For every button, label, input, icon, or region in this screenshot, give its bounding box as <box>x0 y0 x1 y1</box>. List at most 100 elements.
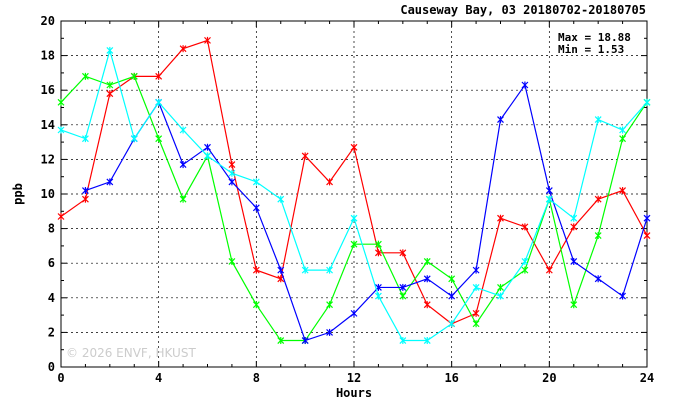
data-point <box>545 187 553 195</box>
data-point <box>448 292 456 300</box>
data-point <box>594 275 602 283</box>
data-point <box>179 195 187 203</box>
data-point <box>228 257 236 265</box>
series-3 <box>57 46 651 345</box>
data-point <box>204 152 211 160</box>
data-point <box>374 240 382 248</box>
data-point <box>423 275 431 283</box>
y-tick-label: 8 <box>48 222 55 236</box>
chart-title: Causeway Bay, 03 20180702-20180705 <box>400 3 646 17</box>
series-group <box>57 36 651 345</box>
data-point <box>277 195 285 203</box>
data-point <box>521 257 529 265</box>
x-tick-label: 8 <box>253 371 260 385</box>
data-point <box>350 240 358 248</box>
data-point <box>57 212 65 220</box>
watermark: © 2026 ENVF, HKUST <box>66 346 196 360</box>
data-point <box>277 266 285 274</box>
data-point <box>497 283 504 291</box>
data-point <box>228 169 236 177</box>
data-point <box>81 135 89 143</box>
x-tick-label: 24 <box>640 371 654 385</box>
data-point <box>252 204 260 212</box>
data-point <box>326 178 334 186</box>
data-point <box>350 214 358 222</box>
x-axis-label: Hours <box>336 386 372 400</box>
data-point <box>619 292 627 300</box>
data-point <box>448 320 456 328</box>
max-stat: Max = 18.88 <box>558 31 631 44</box>
y-tick-label: 12 <box>41 152 55 166</box>
data-point <box>521 266 529 274</box>
data-point <box>130 135 138 143</box>
data-point <box>570 301 578 309</box>
data-point <box>155 98 163 106</box>
data-point <box>497 214 504 222</box>
y-tick-label: 14 <box>41 118 55 132</box>
data-point <box>252 301 260 309</box>
min-stat: Min = 1.53 <box>558 43 624 56</box>
data-point <box>594 232 602 240</box>
data-point <box>521 223 529 231</box>
series-line <box>85 83 648 342</box>
data-point <box>472 320 480 328</box>
y-tick-label: 16 <box>41 83 55 97</box>
data-point <box>350 143 358 151</box>
data-point <box>81 72 89 80</box>
data-point <box>57 98 65 106</box>
data-point <box>252 178 260 186</box>
data-point <box>228 161 236 169</box>
y-tick-label: 10 <box>41 187 55 201</box>
data-point <box>179 161 187 169</box>
y-tick-label: 18 <box>41 49 55 63</box>
y-tick-label: 20 <box>41 14 55 28</box>
data-point <box>204 143 211 151</box>
data-point <box>423 257 431 265</box>
x-tick-label: 12 <box>347 371 361 385</box>
y-axis-label: ppb <box>11 183 25 205</box>
x-tick-label: 0 <box>57 371 64 385</box>
data-point <box>619 126 627 134</box>
data-point <box>570 257 578 265</box>
data-point <box>643 98 651 106</box>
data-point <box>399 283 407 291</box>
data-point <box>472 309 480 317</box>
data-point <box>472 266 480 274</box>
data-point <box>106 178 114 186</box>
data-point <box>374 292 382 300</box>
data-point <box>326 301 334 309</box>
x-tick-label: 20 <box>542 371 556 385</box>
data-point <box>423 337 431 345</box>
data-point <box>570 214 578 222</box>
data-point <box>374 249 382 257</box>
data-point <box>545 195 553 203</box>
data-point <box>521 81 529 89</box>
data-point <box>106 90 114 98</box>
data-point <box>179 126 187 134</box>
data-point <box>277 337 285 345</box>
data-point <box>350 309 358 317</box>
data-point <box>497 116 504 124</box>
y-tick-label: 0 <box>48 360 55 374</box>
x-tick-label: 4 <box>155 371 162 385</box>
data-point <box>228 178 236 186</box>
y-tick-label: 4 <box>48 291 55 305</box>
data-point <box>545 266 553 274</box>
data-point <box>472 283 480 291</box>
data-point <box>619 135 627 143</box>
data-point <box>423 301 431 309</box>
series-2 <box>81 81 651 345</box>
data-point <box>399 292 407 300</box>
data-point <box>179 45 187 53</box>
data-point <box>81 187 89 195</box>
data-point <box>81 195 89 203</box>
y-tick-label: 6 <box>48 256 55 270</box>
data-point <box>301 337 309 345</box>
data-point <box>326 266 334 274</box>
data-point <box>106 81 114 89</box>
data-point <box>106 46 114 54</box>
data-point <box>155 72 163 80</box>
data-point <box>643 232 651 240</box>
data-point <box>155 135 163 143</box>
